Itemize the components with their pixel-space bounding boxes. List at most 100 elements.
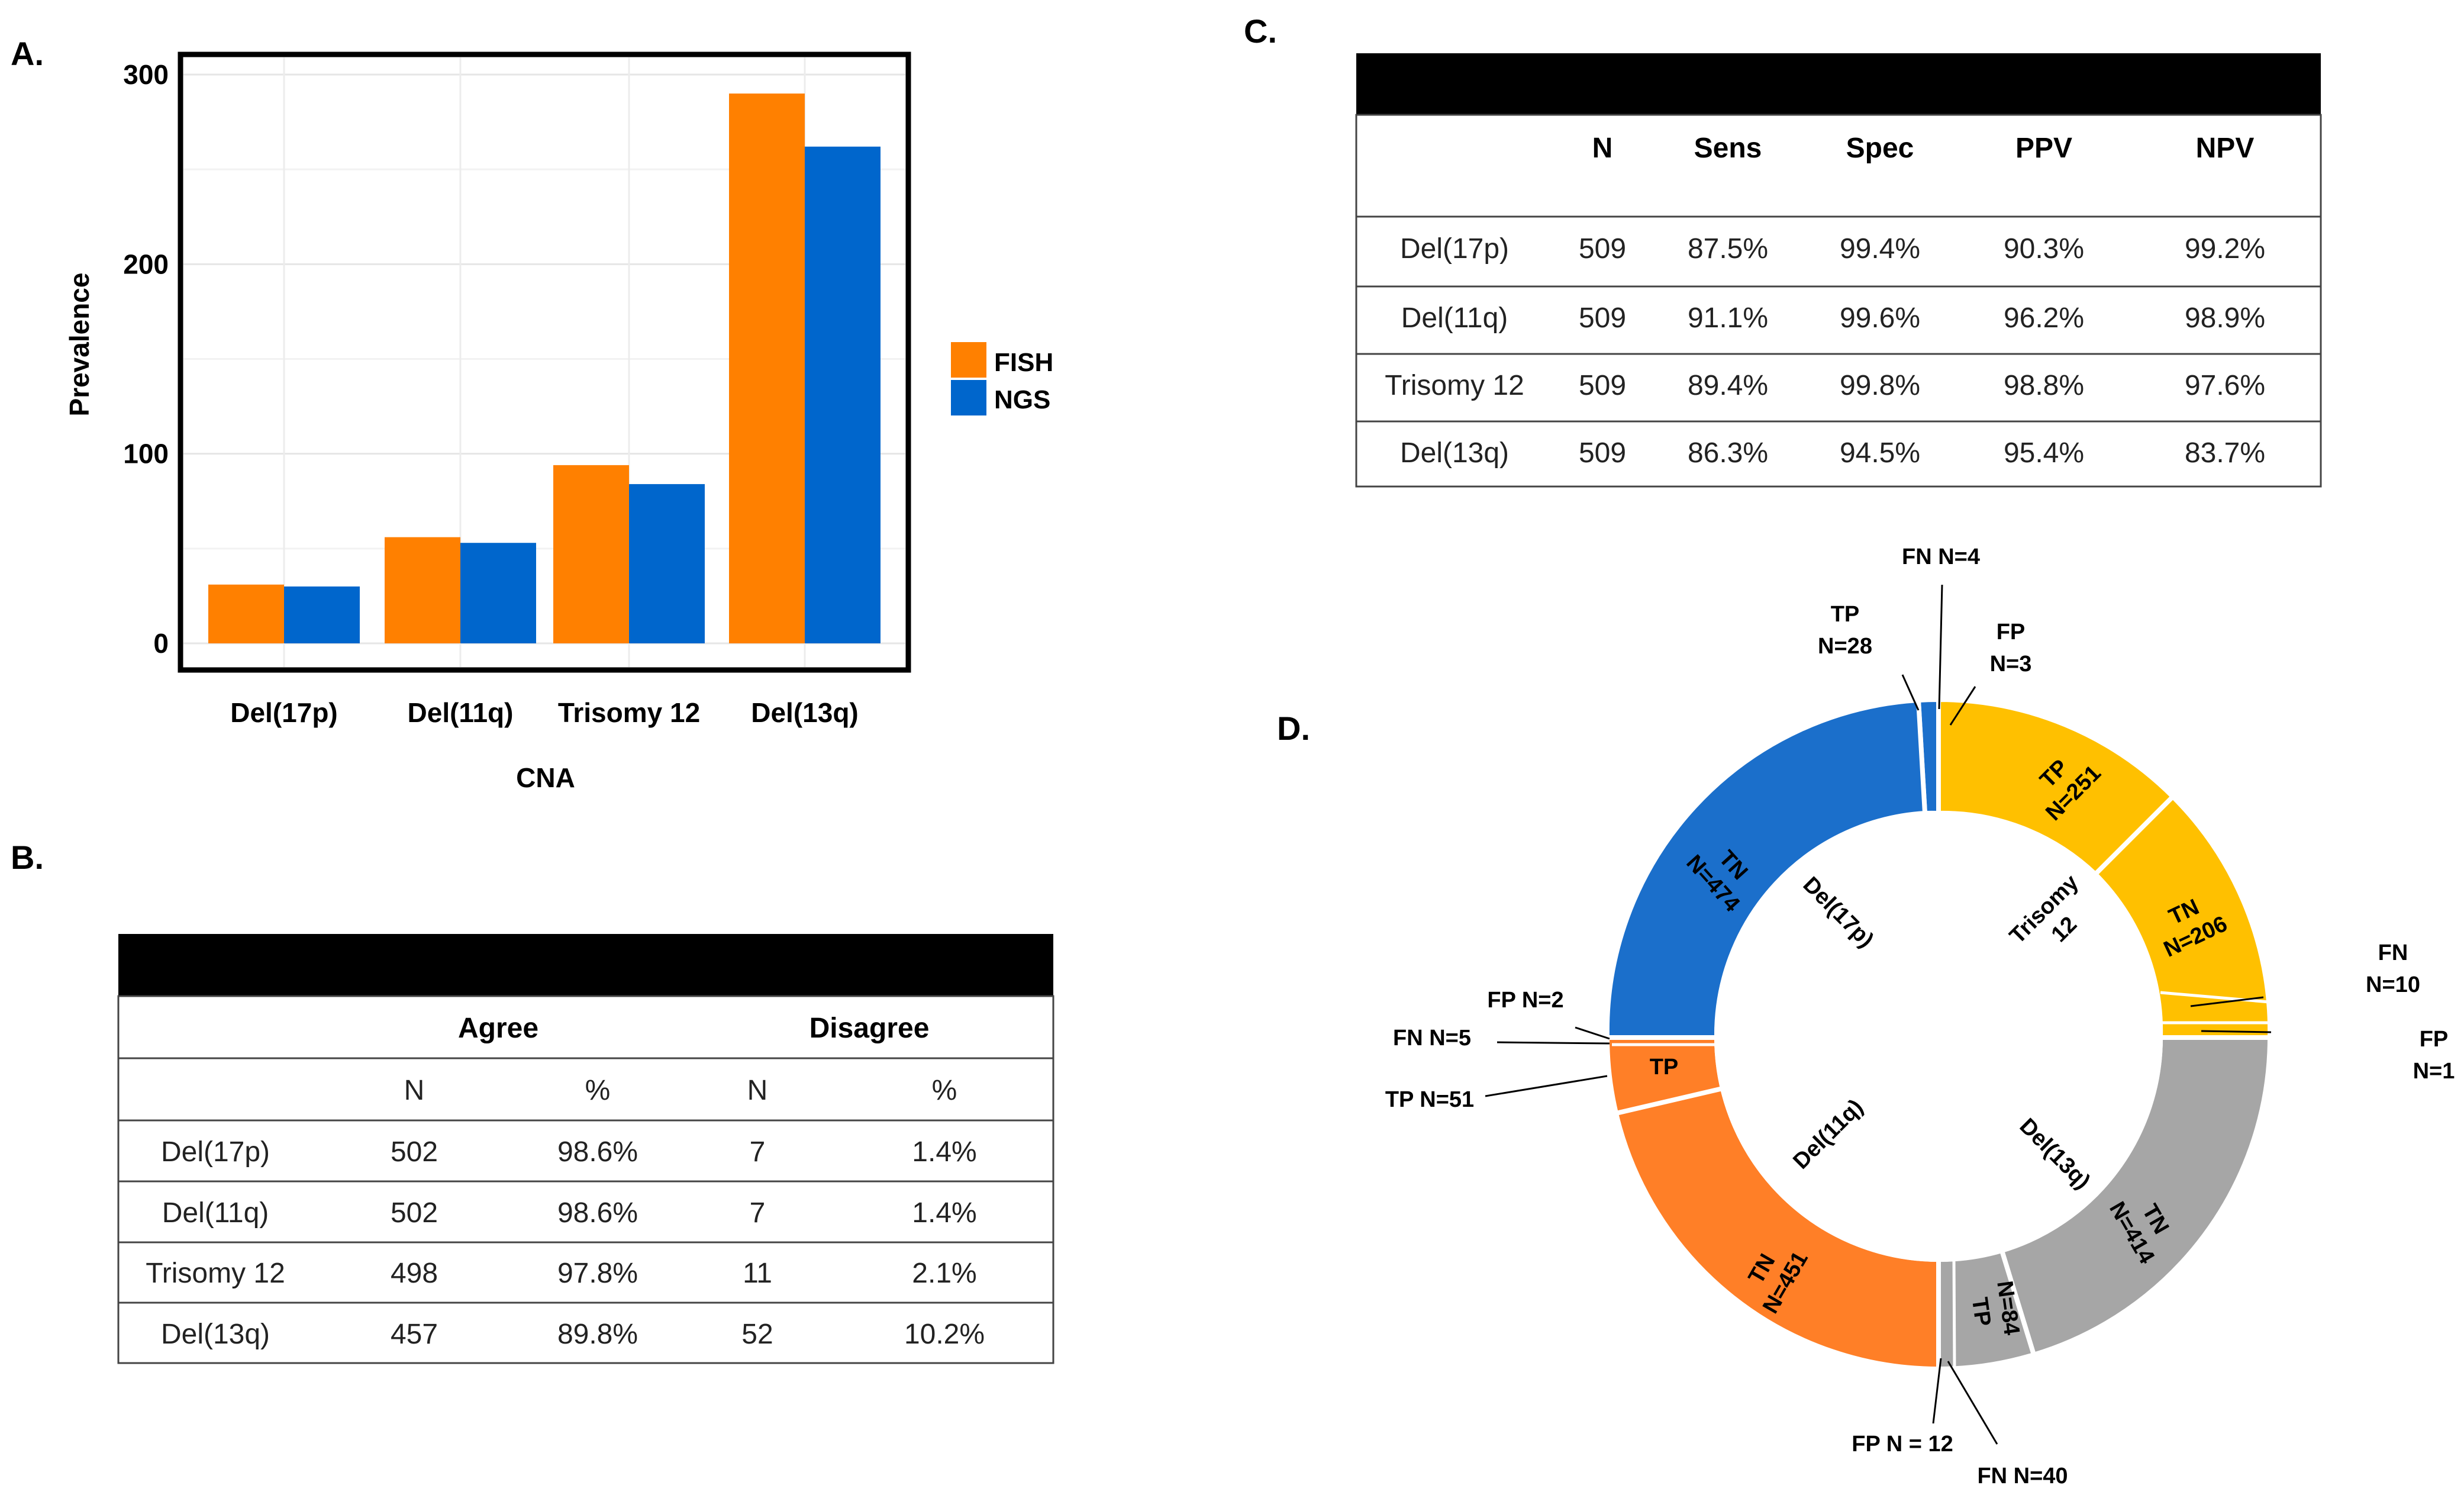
table-cell: 89.4% xyxy=(1688,370,1768,401)
panel-label-c: C. xyxy=(1244,12,1277,50)
table-cell: 91.1% xyxy=(1688,302,1768,334)
bars xyxy=(208,94,881,644)
table-cell: 90.3% xyxy=(2004,233,2084,265)
table-cell: 498 xyxy=(391,1258,438,1289)
segment-dividers xyxy=(1612,991,2270,1369)
table-cell: Trisomy 12 xyxy=(1385,370,1524,401)
bar-fish-3 xyxy=(729,94,805,644)
table-cell: 1.4% xyxy=(912,1197,976,1229)
bar-fish-2 xyxy=(553,465,629,643)
callout-del13q-fn: FN N=40 xyxy=(1977,1464,2068,1489)
outer-label-del11q-tp: TP xyxy=(1650,1055,1679,1080)
y-tick-label: 100 xyxy=(123,439,169,469)
legend-label-fish: FISH xyxy=(994,348,1053,377)
table-cell: 509 xyxy=(1579,370,1626,401)
table-cell: 509 xyxy=(1579,437,1626,469)
table-cell: 52 xyxy=(741,1319,773,1350)
table-c-header: NPV xyxy=(2196,133,2255,164)
x-tick-labels: Del(17p) Del(11q) Trisomy 12 Del(13q) xyxy=(230,697,858,728)
callout-trisomy12-fp-count: N=1 xyxy=(2413,1059,2455,1084)
table-cell: 502 xyxy=(391,1197,438,1229)
table-row: Del(17p) 502 98.6% 7 1.4% xyxy=(161,1136,977,1168)
panel-label-b: B. xyxy=(11,839,44,876)
sunburst-hole xyxy=(1826,925,2051,1150)
table-row: Del(11q) 502 98.6% 7 1.4% xyxy=(162,1197,977,1229)
callout-del17p-tp-label: TP xyxy=(1831,602,1860,627)
table-b-group-agree: Agree xyxy=(458,1013,538,1044)
x-axis-title: CNA xyxy=(516,762,575,793)
table-cell: 7 xyxy=(750,1136,766,1168)
y-tick-label: 300 xyxy=(123,59,169,90)
x-tick-label: Del(17p) xyxy=(230,697,337,728)
table-b-subheader: N xyxy=(747,1075,768,1106)
legend: FISH NGS xyxy=(951,342,1053,415)
table-row: Del(13q) 509 86.3% 94.5% 95.4% 83.7% xyxy=(1400,437,2265,469)
table-cell: 1.4% xyxy=(912,1136,976,1168)
table-cell: 95.4% xyxy=(2004,437,2084,469)
sunburst-chart: Del(17p) Trisomy12 Del(11q) Del(13q) TP N… xyxy=(1385,545,2455,1489)
inner-label-del17p: Del(17p) xyxy=(1798,872,1879,953)
table-cell: Trisomy 12 xyxy=(146,1258,285,1289)
table-cell: 99.2% xyxy=(2185,233,2265,265)
table-row: Trisomy 12 498 97.8% 11 2.1% xyxy=(146,1258,977,1289)
table-b-subheader: N xyxy=(404,1075,425,1106)
segment-del13q-tn xyxy=(1998,1035,2273,1358)
performance-table: N Sens Spec PPV NPV Del(17p) 509 87.5% 9… xyxy=(1355,53,2322,488)
table-c-header: Spec xyxy=(1846,133,1914,164)
table-b-group-disagree: Disagree xyxy=(809,1013,930,1044)
inner-label-del11q: Del(11q) xyxy=(1788,1094,1868,1174)
table-cell: 94.5% xyxy=(1840,437,1920,469)
bar-ngs-2 xyxy=(629,484,705,643)
table-cell: 509 xyxy=(1579,302,1626,334)
table-cell: 509 xyxy=(1579,233,1626,265)
y-tick-labels: 0 100 200 300 xyxy=(123,59,169,659)
callout-trisomy12-fn-label: FN xyxy=(2378,940,2408,965)
table-cell: Del(17p) xyxy=(161,1136,270,1168)
table-cell: 99.8% xyxy=(1840,370,1920,401)
bar-fish-0 xyxy=(208,584,284,643)
table-b-subheader: % xyxy=(932,1075,957,1106)
table-cell: 99.4% xyxy=(1840,233,1920,265)
table-cell: 10.2% xyxy=(904,1319,985,1350)
table-b-header-bar xyxy=(118,934,1053,996)
inner-ring-boundary xyxy=(1714,813,2163,1262)
inner-label-trisomy12: Trisomy12 xyxy=(2005,870,2104,969)
bar-ngs-1 xyxy=(460,543,536,643)
table-cell: 98.8% xyxy=(2004,370,2084,401)
table-c-body xyxy=(1355,114,2322,488)
table-cell: 11 xyxy=(743,1258,772,1289)
callout-del17p-fp-label: FP xyxy=(1997,620,2026,645)
table-cell: Del(13q) xyxy=(161,1319,270,1350)
callout-trisomy12-fp-label: FP xyxy=(2420,1027,2449,1052)
agreement-table: Agree Disagree N % N % Del(17p) 502 98.6… xyxy=(117,934,1054,1364)
callout-del17p-fp-count: N=3 xyxy=(1990,652,2032,676)
callout-lines xyxy=(1485,584,2272,1445)
table-row: Del(11q) 509 91.1% 99.6% 96.2% 98.9% xyxy=(1401,302,2265,334)
table-cell: 86.3% xyxy=(1688,437,1768,469)
table-cell: 83.7% xyxy=(2185,437,2265,469)
callout-trisomy12-fn-count: N=10 xyxy=(2366,972,2420,997)
legend-label-ngs: NGS xyxy=(994,385,1050,414)
table-cell: 7 xyxy=(750,1197,766,1229)
table-c-header: N xyxy=(1592,133,1613,164)
table-cell: 457 xyxy=(391,1319,438,1350)
y-tick-label: 0 xyxy=(153,628,169,659)
table-c-header: Sens xyxy=(1694,133,1762,164)
table-cell: 98.6% xyxy=(557,1197,638,1229)
callout-del17p-fn: FN N=4 xyxy=(1902,545,1980,569)
table-row: Del(17p) 509 87.5% 99.4% 90.3% 99.2% xyxy=(1400,233,2265,265)
outer-label-tp: TP xyxy=(1967,1296,1995,1328)
callout-del13q-fp: FP N = 12 xyxy=(1852,1432,1953,1457)
table-cell: Del(17p) xyxy=(1400,233,1509,265)
table-cell: 98.6% xyxy=(557,1136,638,1168)
table-cell: 89.8% xyxy=(557,1319,638,1350)
table-cell: 87.5% xyxy=(1688,233,1768,265)
x-tick-label: Trisomy 12 xyxy=(558,697,700,728)
bar-ngs-3 xyxy=(805,146,881,643)
y-tick-label: 200 xyxy=(123,249,169,279)
y-axis-title: Prevalence xyxy=(64,273,95,417)
table-cell: 98.9% xyxy=(2185,302,2265,334)
inner-label-del13q: Del(13q) xyxy=(2015,1114,2095,1194)
table-row: Del(13q) 457 89.8% 52 10.2% xyxy=(161,1319,985,1350)
